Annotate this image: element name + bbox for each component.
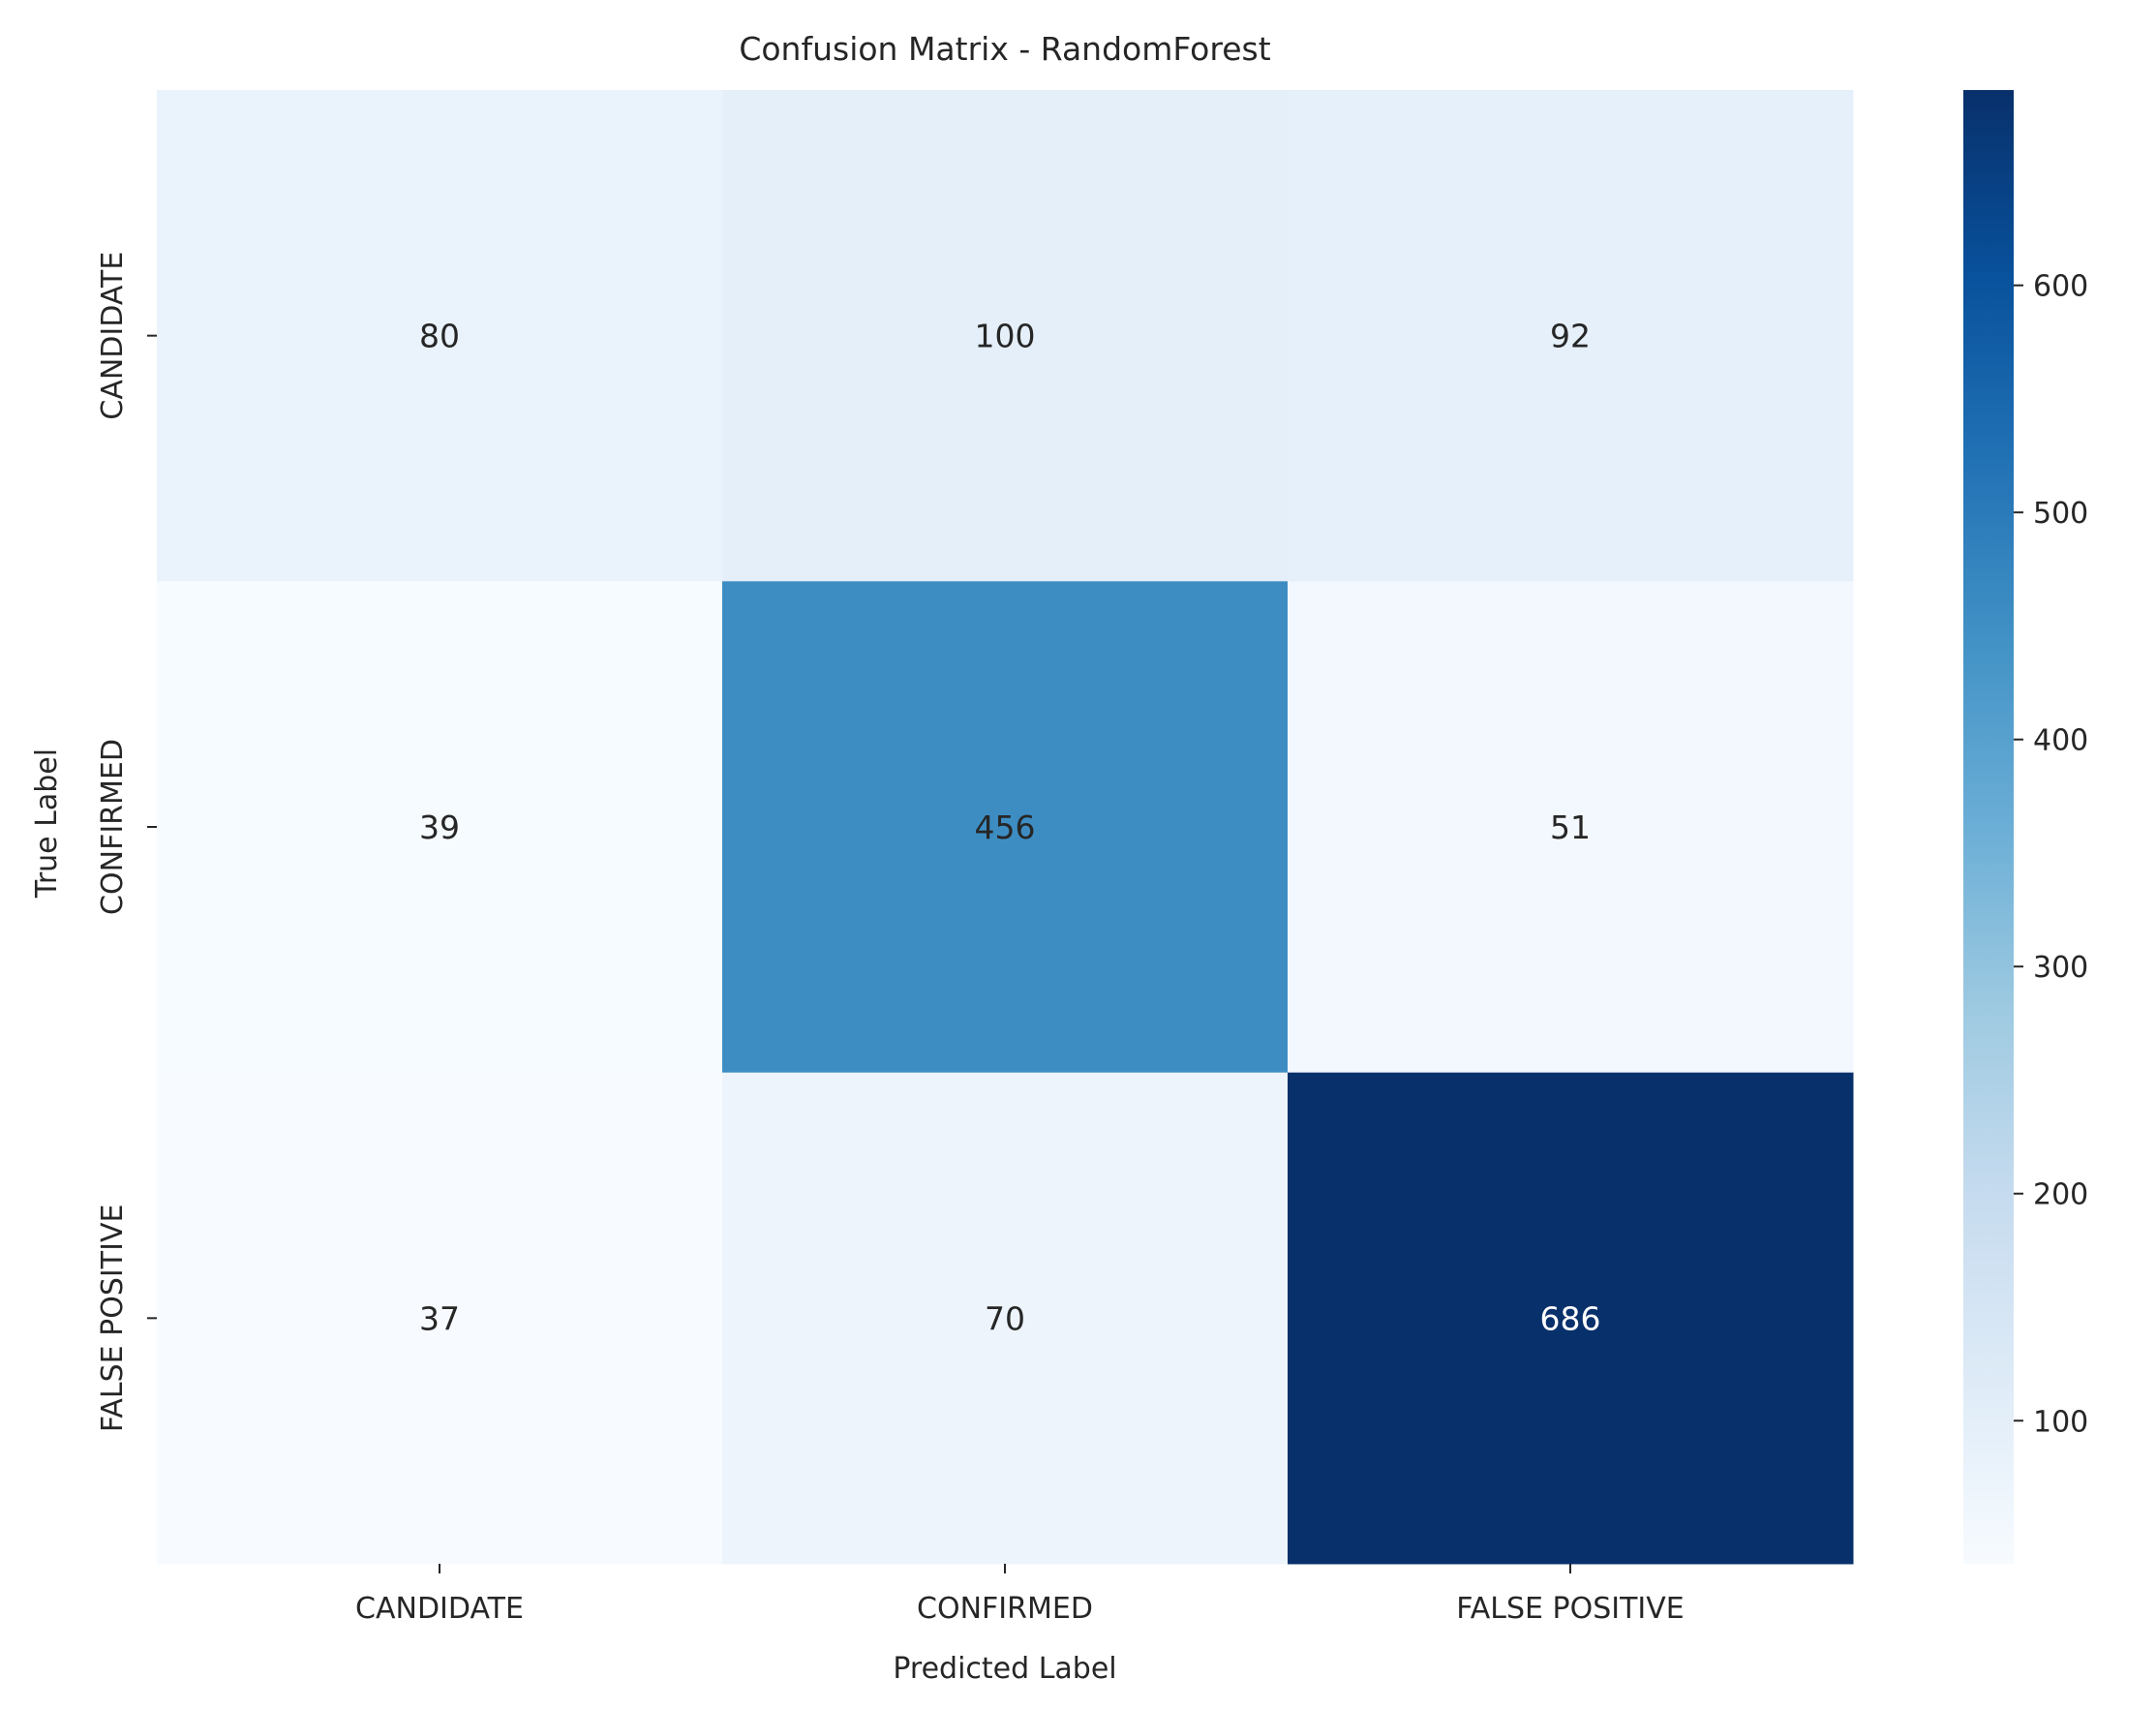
x-axis-ticks: CANDIDATE CONFIRMED FALSE POSITIVE — [355, 1564, 1685, 1626]
x-tick-label-1: CONFIRMED — [917, 1592, 1093, 1626]
y-axis-label: True Label — [30, 748, 64, 899]
colorbar-tick-label-5: 600 — [2033, 270, 2088, 304]
colorbar-ticks: 100 200 300 400 500 600 — [2014, 270, 2088, 1439]
cell-value-label-r1-c2: 51 — [1550, 809, 1591, 846]
cell-value-label-r1-c1: 456 — [975, 809, 1036, 846]
heatmap-cell-r1-c0 — [157, 581, 723, 1074]
x-axis-label: Predicted Label — [893, 1652, 1116, 1686]
y-tick-label-1: CONFIRMED — [96, 739, 130, 915]
heatmap-cell-r2-c2 — [1288, 1072, 1854, 1565]
colorbar-tick-label-4: 500 — [2033, 497, 2088, 531]
colorbar-tick-label-1: 200 — [2033, 1178, 2088, 1212]
cell-value-label-r2-c0: 37 — [419, 1299, 460, 1337]
colorbar — [1963, 90, 2014, 1564]
colorbar-tick-label-2: 300 — [2033, 951, 2088, 985]
heatmap-cell-r1-c2 — [1288, 581, 1854, 1074]
colorbar-tick-label-3: 400 — [2033, 724, 2088, 758]
cell-value-label-r2-c2: 686 — [1540, 1299, 1601, 1337]
cell-value-label-r1-c0: 39 — [419, 809, 460, 846]
heatmap-cell-labels: 80 100 92 39 456 51 37 70 686 — [419, 318, 1601, 1338]
x-tick-label-2: FALSE POSITIVE — [1456, 1592, 1685, 1626]
y-tick-label-0: CANDIDATE — [96, 252, 130, 420]
cell-value-label-r0-c1: 100 — [975, 318, 1036, 355]
heatmap-cell-r1-c1 — [722, 581, 1289, 1074]
heatmap-cell-r0-c0 — [157, 90, 723, 582]
cell-value-label-r0-c2: 92 — [1550, 318, 1591, 355]
y-axis-ticks: CANDIDATE CONFIRMED FALSE POSITIVE — [96, 252, 157, 1432]
heatmap-cells — [157, 90, 1854, 1565]
heatmap-cell-r0-c1 — [722, 90, 1289, 582]
cell-value-label-r0-c0: 80 — [419, 318, 460, 355]
heatmap-cell-r2-c1 — [722, 1072, 1289, 1565]
cell-value-label-r2-c1: 70 — [985, 1299, 1025, 1337]
colorbar-tick-label-0: 100 — [2033, 1405, 2088, 1439]
heatmap-cell-r0-c2 — [1288, 90, 1854, 582]
heatmap-cell-r2-c0 — [157, 1072, 723, 1565]
x-tick-label-0: CANDIDATE — [355, 1592, 524, 1626]
y-tick-label-2: FALSE POSITIVE — [96, 1205, 130, 1433]
chart-title: Confusion Matrix - RandomForest — [739, 30, 1270, 68]
